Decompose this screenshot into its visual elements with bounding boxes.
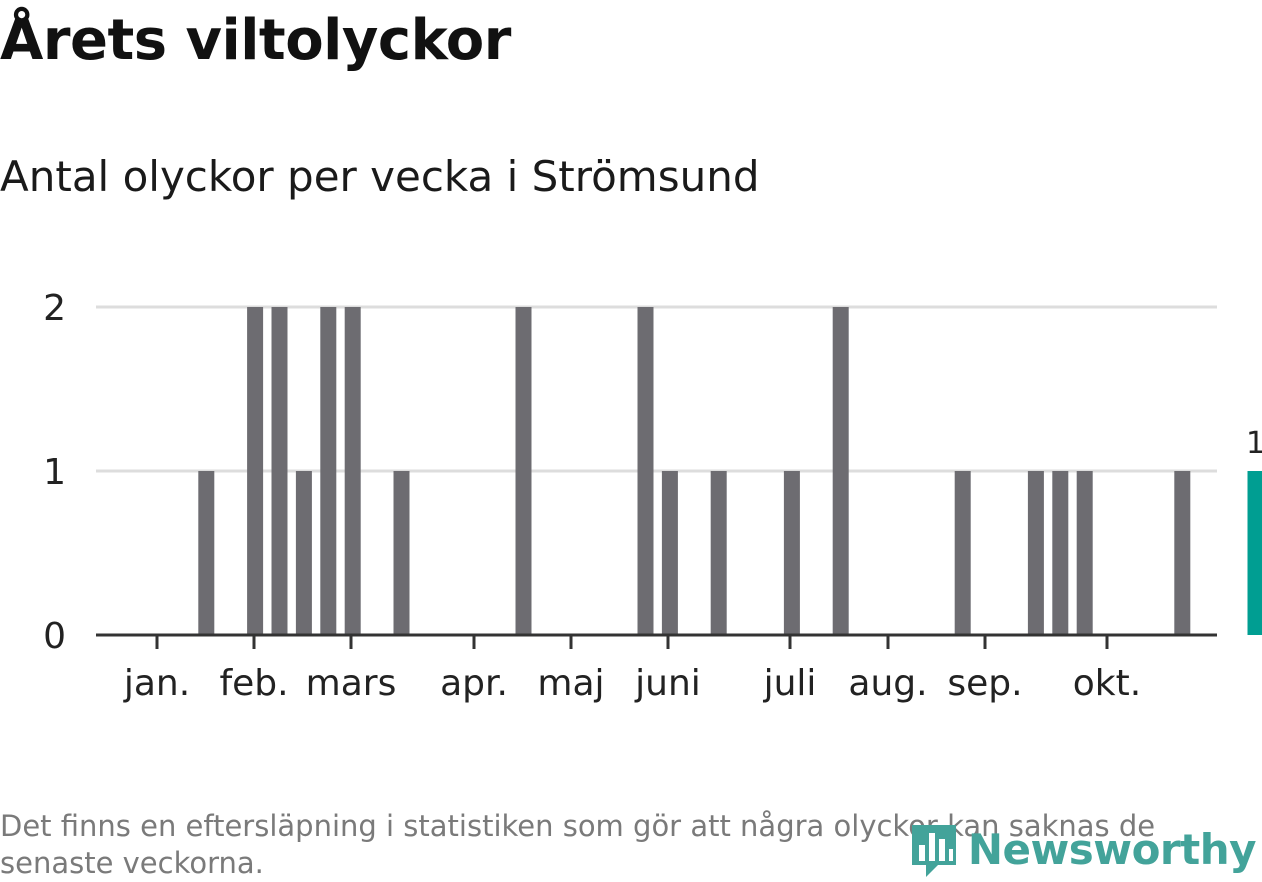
newsworthy-logo: Newsworthy [908,818,1256,880]
month-label: sep. [947,663,1022,704]
current-week-value-label: 1 [1246,426,1262,461]
bar-week-5 [247,307,263,635]
bar-week-7 [296,471,312,635]
newsworthy-bars-logo-icon [908,819,960,879]
bar-week-8 [320,307,336,635]
bar-week-29 [833,307,849,635]
bar-week-22 [662,471,678,635]
month-label: juni [634,663,701,704]
gridlines [96,307,1217,471]
y-tick-label: 0 [43,616,66,657]
month-label: juli [763,663,817,704]
month-label: okt. [1073,663,1141,704]
month-label: mars [306,663,397,704]
bar-week-24 [711,471,727,635]
bar-week-9 [345,307,361,635]
bar-week-11 [394,471,410,635]
bar-week-16 [516,307,532,635]
bar-week-39 [1077,471,1093,635]
month-label: maj [537,663,604,704]
bar-week-21 [638,307,654,635]
bar-week-34 [955,471,971,635]
bar-week-27 [784,471,800,635]
y-tick-label: 2 [43,288,66,329]
bar-week-37 [1028,471,1044,635]
month-label: aug. [848,663,927,704]
bar-week-38 [1052,471,1068,635]
bar-week-6 [272,307,288,635]
month-label: feb. [219,663,288,704]
bar-current-week [1248,471,1262,635]
month-label: apr. [440,663,508,704]
bar-week-43 [1174,471,1190,635]
bar-week-3 [198,471,214,635]
month-label: jan. [123,663,190,704]
y-tick-label: 1 [43,452,66,493]
logo-text: Newsworthy [968,825,1256,874]
